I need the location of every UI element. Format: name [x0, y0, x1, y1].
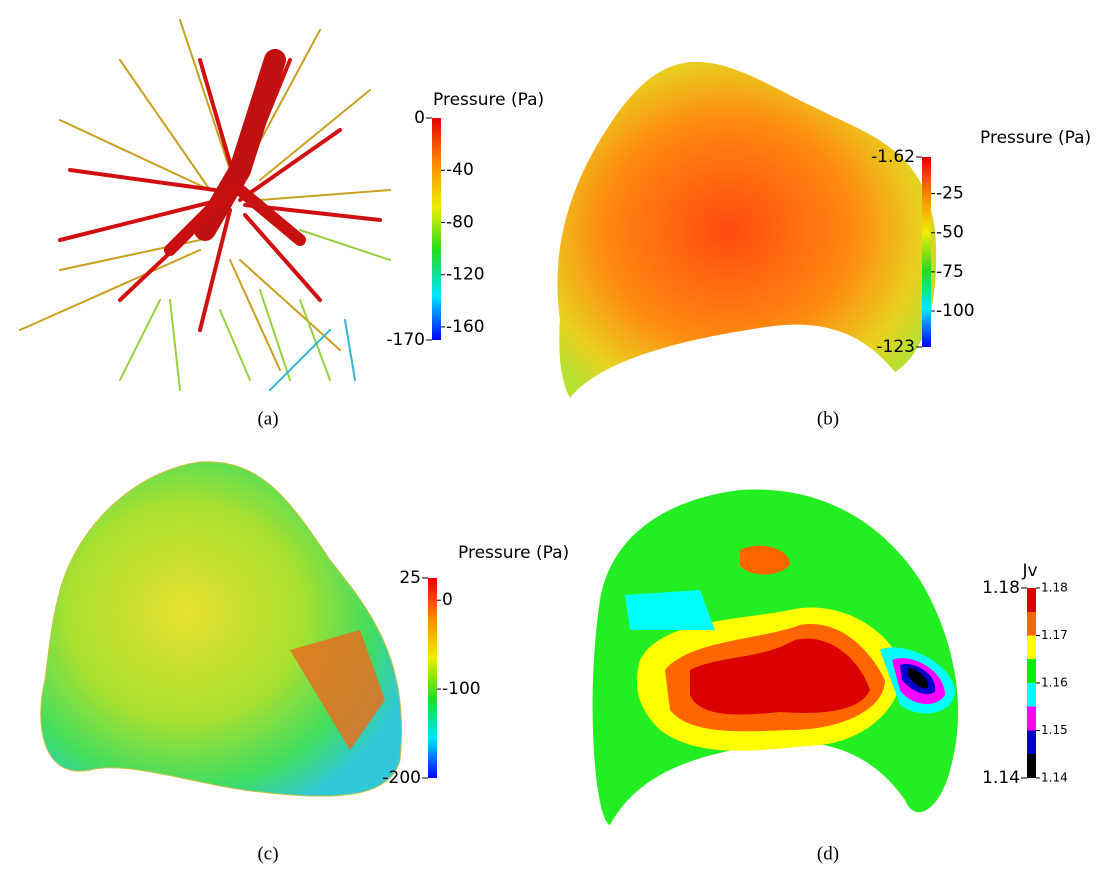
- colorbar-limit-label: -1.62: [871, 147, 915, 167]
- colorbar-title: Pressure (Pa): [980, 128, 1091, 148]
- panel-caption: (c): [257, 843, 278, 864]
- panel-caption: (b): [817, 408, 839, 429]
- colorbar: [922, 157, 931, 347]
- colorbar: [1027, 588, 1036, 778]
- colorbar-limit-label: 1.18: [982, 578, 1020, 598]
- colorbar-tick-label: -25: [936, 184, 964, 204]
- colorbar-tick-label: -80: [446, 212, 474, 232]
- colorbar-tick-label: -100: [442, 679, 481, 699]
- colorbar-tick-label: 1.17: [1041, 628, 1068, 642]
- panel-caption: (d): [817, 843, 839, 864]
- colorbar-limit-label: 1.14: [982, 768, 1020, 788]
- jacobian-contour-image: [592, 489, 959, 825]
- colorbar-tick-label: 1.14: [1041, 771, 1068, 785]
- colorbar: [432, 118, 441, 340]
- lung-slice-image: [557, 61, 937, 398]
- colorbar-tick-label: -100: [936, 301, 975, 321]
- colorbar-limit-label: 0: [414, 108, 425, 128]
- colorbar-tick-label: -120: [446, 265, 485, 285]
- colorbar-limit-label: -200: [382, 768, 421, 788]
- colorbar-tick-label: 0: [442, 590, 453, 610]
- colorbar: [428, 578, 437, 778]
- airway-tree-image: [19, 19, 391, 391]
- colorbar-tick-label: -50: [936, 223, 964, 243]
- colorbar-title: Jv: [1021, 561, 1037, 581]
- colorbar-tick-label: -75: [936, 262, 964, 282]
- colorbar-tick-label: 1.15: [1041, 723, 1068, 737]
- surface-patch: [290, 630, 385, 750]
- lung-surface-image: [40, 461, 403, 797]
- colorbar-tick-label: -40: [446, 160, 474, 180]
- colorbar-tick-label: 1.18: [1041, 581, 1068, 595]
- colorbar-tick-label: 1.16: [1041, 676, 1068, 690]
- colorbar-tick-label: -160: [446, 317, 485, 337]
- panel-caption: (a): [257, 408, 278, 429]
- colorbar-limit-label: -123: [876, 337, 915, 357]
- colorbar-title: Pressure (Pa): [458, 543, 569, 563]
- colorbar-limit-label: 25: [399, 568, 421, 588]
- colorbar-limit-label: -170: [386, 330, 425, 350]
- colorbar-title: Pressure (Pa): [433, 90, 544, 110]
